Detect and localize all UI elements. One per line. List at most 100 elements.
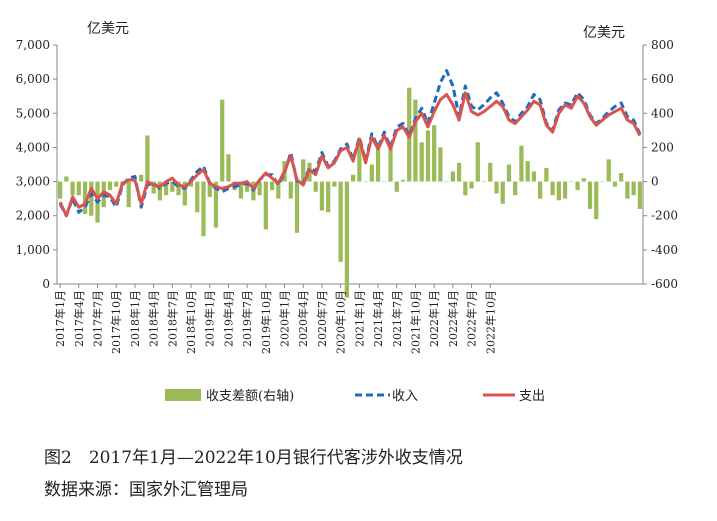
diff-bar bbox=[188, 181, 194, 187]
diff-bar bbox=[432, 125, 437, 182]
diff-bar bbox=[525, 161, 530, 182]
expense-line bbox=[58, 91, 642, 218]
diff-bar bbox=[157, 181, 162, 201]
diff-bar bbox=[400, 179, 406, 182]
x-tick-label: 2018年1月 bbox=[128, 290, 142, 347]
x-tick-label: 2022年7月 bbox=[465, 290, 479, 347]
right-tick-label: 600 bbox=[651, 72, 674, 86]
diff-bar bbox=[70, 181, 75, 196]
x-tick-label: 2018年7月 bbox=[165, 290, 179, 347]
diff-bar bbox=[89, 181, 94, 216]
diff-bar bbox=[207, 181, 212, 197]
diff-bar bbox=[263, 181, 268, 230]
diff-bar bbox=[425, 130, 431, 182]
diff-bar bbox=[475, 142, 480, 182]
x-tick-label: 2022年1月 bbox=[427, 290, 441, 347]
diff-bar bbox=[569, 181, 574, 183]
source-note: 数据来源：国家外汇管理局 bbox=[44, 480, 248, 500]
diff-bar bbox=[76, 181, 81, 196]
diff-bar bbox=[388, 144, 393, 182]
diff-bar bbox=[438, 147, 443, 182]
diff-bar bbox=[463, 181, 468, 196]
right-tick-label: 0 bbox=[651, 175, 659, 189]
x-tick-label: 2018年4月 bbox=[147, 290, 161, 347]
diff-bar bbox=[619, 173, 624, 182]
diff-bar bbox=[82, 181, 88, 215]
x-tick-label: 2019年1月 bbox=[203, 290, 217, 347]
x-tick-label: 2017年1月 bbox=[53, 290, 67, 347]
diff-bar bbox=[64, 176, 69, 182]
diff-bar bbox=[350, 174, 356, 182]
diff-bar bbox=[213, 181, 219, 228]
x-tick-label: 2020年7月 bbox=[315, 290, 329, 347]
right-tick-label: -400 bbox=[651, 243, 678, 257]
left-tick-label: 2,000 bbox=[16, 209, 50, 223]
diff-bar bbox=[550, 181, 555, 196]
diff-bar bbox=[313, 181, 318, 192]
left-tick-label: 3,000 bbox=[16, 175, 50, 189]
left-tick-label: 7,000 bbox=[16, 38, 50, 52]
diff-bar bbox=[301, 159, 306, 182]
left-tick-label: 6,000 bbox=[16, 72, 50, 86]
x-tick-label: 2019年4月 bbox=[221, 290, 235, 347]
diff-bar bbox=[338, 181, 343, 262]
diff-bar bbox=[450, 171, 455, 182]
x-tick-label: 2021年10月 bbox=[408, 290, 422, 354]
diff-bar bbox=[238, 181, 244, 199]
diff-bar bbox=[506, 164, 512, 182]
diff-bar bbox=[269, 181, 275, 191]
diff-bar bbox=[375, 147, 381, 182]
diff-bar bbox=[288, 181, 293, 199]
diff-bar bbox=[413, 99, 418, 182]
right-tick-label: -600 bbox=[651, 277, 678, 291]
x-tick-label: 2022年4月 bbox=[446, 290, 460, 347]
diff-bar bbox=[114, 181, 119, 187]
diff-bar bbox=[519, 145, 524, 182]
diff-bar bbox=[170, 181, 175, 192]
x-tick-label: 2017年10月 bbox=[109, 290, 123, 354]
chart: 0 1,000 2,000 3,000 4,000 5,000 6,000 7,000 -600… bbox=[16, 21, 678, 404]
diff-bar bbox=[394, 181, 399, 192]
diff-bar bbox=[581, 178, 586, 182]
diff-bar bbox=[107, 181, 113, 191]
x-tick-label: 2022年10月 bbox=[483, 290, 497, 354]
diff-bar bbox=[363, 181, 368, 183]
diff-bar bbox=[637, 181, 643, 209]
right-tick-label: 800 bbox=[651, 38, 674, 52]
diff-bar bbox=[369, 164, 374, 182]
diff-bar bbox=[606, 159, 611, 182]
left-axis-unit: 亿美元 bbox=[87, 21, 129, 37]
diff-bar bbox=[594, 181, 599, 220]
left-tick-label: 4,000 bbox=[16, 140, 50, 154]
diff-bar bbox=[57, 181, 63, 199]
diff-bar bbox=[556, 181, 561, 201]
diff-bar bbox=[176, 181, 181, 196]
diff-bar bbox=[257, 181, 262, 196]
diff-bar bbox=[245, 181, 250, 192]
diff-bar bbox=[220, 99, 225, 182]
right-axis-unit: 亿美元 bbox=[583, 25, 625, 41]
x-tick-label: 2020年10月 bbox=[334, 290, 348, 354]
diff-bar bbox=[612, 181, 618, 187]
diff-bar bbox=[332, 181, 337, 187]
legend-label-expense: 支出 bbox=[519, 389, 545, 404]
legend-swatch-diff bbox=[165, 389, 201, 401]
legend-label-diff: 收支差额(右轴) bbox=[206, 389, 294, 404]
left-tick-label: 0 bbox=[42, 277, 50, 291]
diff-bar bbox=[562, 181, 568, 199]
diff-bar bbox=[587, 181, 593, 209]
diff-bar bbox=[544, 167, 549, 182]
left-tick-label: 5,000 bbox=[16, 106, 50, 120]
diff-bar bbox=[319, 181, 325, 211]
diff-bar bbox=[326, 181, 331, 213]
right-tick-label: -200 bbox=[651, 209, 678, 223]
x-tick-label: 2021年1月 bbox=[352, 290, 366, 347]
x-tick-label: 2017年4月 bbox=[72, 290, 86, 347]
diff-bar bbox=[382, 181, 387, 183]
diff-bar bbox=[456, 162, 462, 182]
x-tick-label: 2020年1月 bbox=[278, 290, 292, 347]
diff-bar bbox=[201, 181, 206, 237]
x-tick-label: 2020年4月 bbox=[296, 290, 310, 347]
diff-bar bbox=[513, 181, 518, 196]
right-tick-label: 200 bbox=[651, 140, 674, 154]
